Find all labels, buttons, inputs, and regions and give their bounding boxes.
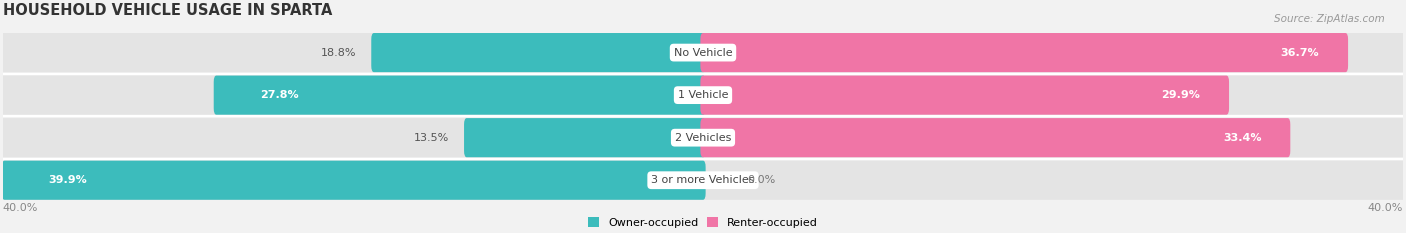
- Text: 27.8%: 27.8%: [260, 90, 298, 100]
- Text: 13.5%: 13.5%: [413, 133, 449, 143]
- Text: No Vehicle: No Vehicle: [673, 48, 733, 58]
- Text: HOUSEHOLD VEHICLE USAGE IN SPARTA: HOUSEHOLD VEHICLE USAGE IN SPARTA: [3, 3, 332, 18]
- Text: 40.0%: 40.0%: [1368, 203, 1403, 213]
- FancyBboxPatch shape: [0, 75, 1406, 115]
- Text: 0.0%: 0.0%: [747, 175, 775, 185]
- FancyBboxPatch shape: [1, 161, 706, 200]
- FancyBboxPatch shape: [700, 75, 1229, 115]
- Text: 39.9%: 39.9%: [48, 175, 87, 185]
- FancyBboxPatch shape: [464, 118, 706, 157]
- Text: 3 or more Vehicles: 3 or more Vehicles: [651, 175, 755, 185]
- FancyBboxPatch shape: [371, 33, 706, 72]
- FancyBboxPatch shape: [0, 118, 1406, 157]
- Text: 1 Vehicle: 1 Vehicle: [678, 90, 728, 100]
- Text: Source: ZipAtlas.com: Source: ZipAtlas.com: [1274, 14, 1385, 24]
- FancyBboxPatch shape: [214, 75, 706, 115]
- Text: 18.8%: 18.8%: [321, 48, 356, 58]
- FancyBboxPatch shape: [0, 33, 1406, 72]
- FancyBboxPatch shape: [700, 33, 1348, 72]
- Text: 40.0%: 40.0%: [3, 203, 38, 213]
- Legend: Owner-occupied, Renter-occupied: Owner-occupied, Renter-occupied: [583, 213, 823, 232]
- Text: 33.4%: 33.4%: [1223, 133, 1261, 143]
- Text: 36.7%: 36.7%: [1281, 48, 1319, 58]
- FancyBboxPatch shape: [700, 118, 1291, 157]
- FancyBboxPatch shape: [0, 161, 1406, 200]
- Text: 2 Vehicles: 2 Vehicles: [675, 133, 731, 143]
- Text: 29.9%: 29.9%: [1161, 90, 1201, 100]
